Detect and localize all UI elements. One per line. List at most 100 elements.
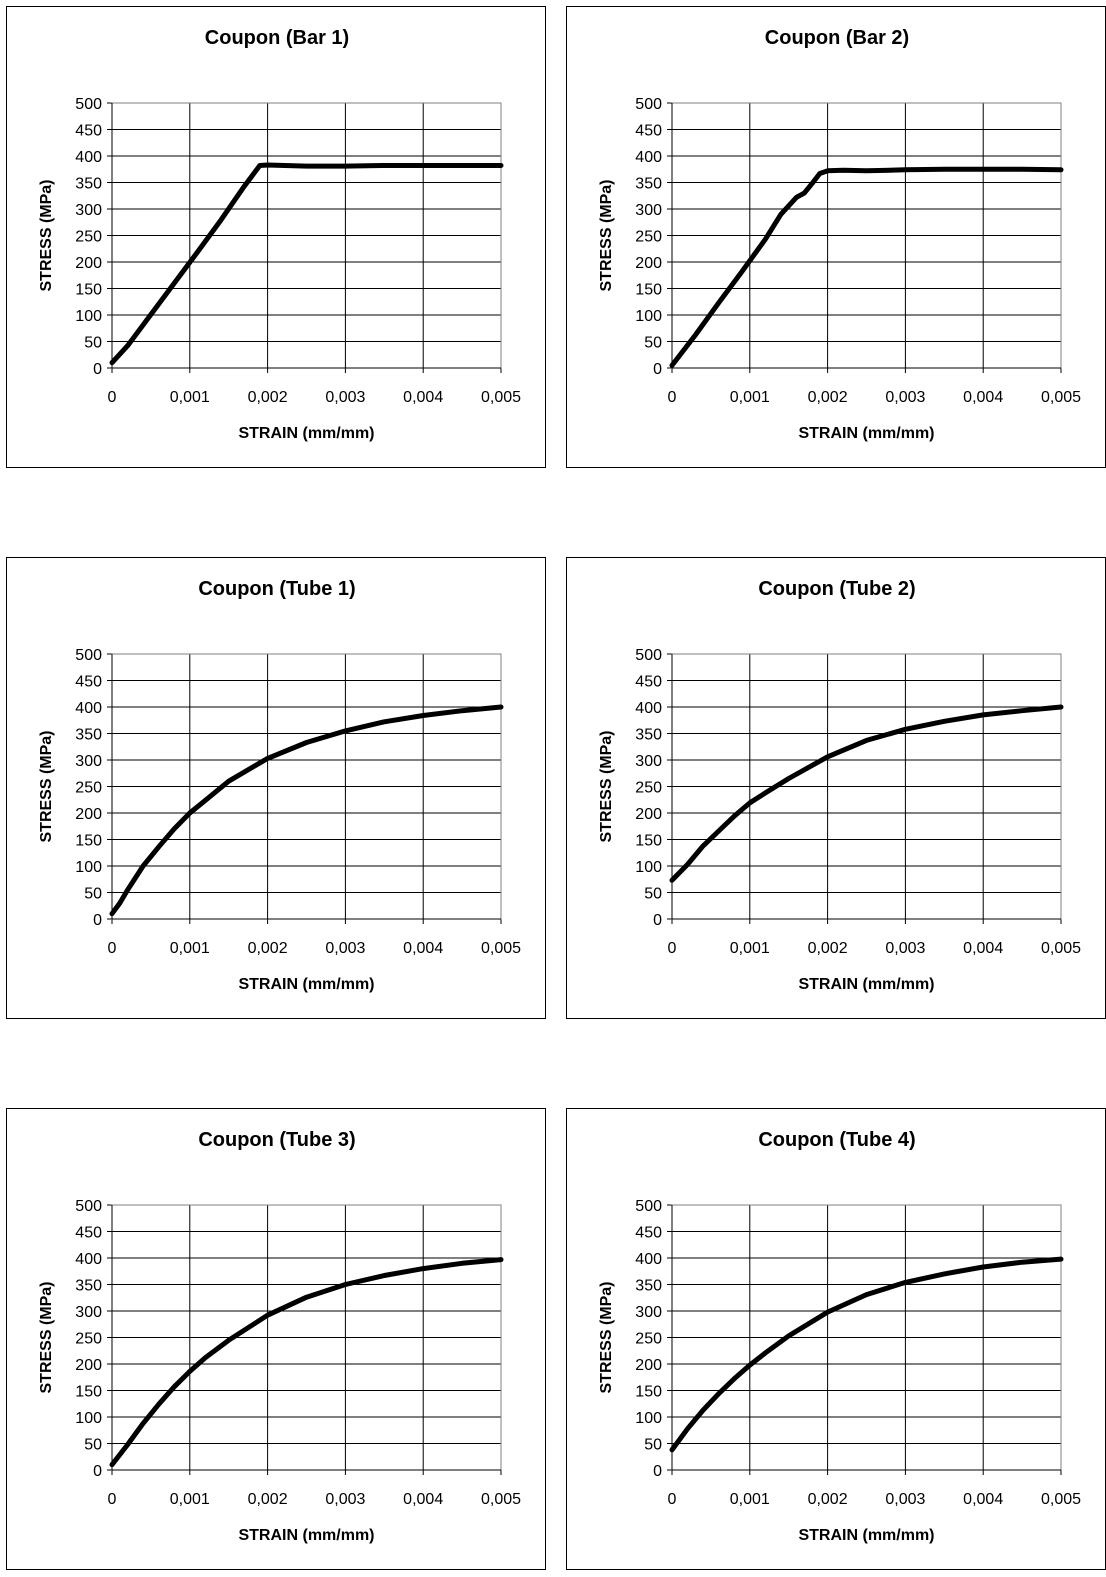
chart-title: Coupon (Tube 2) [758,578,915,600]
y-tick-label: 350 [75,727,102,744]
x-tick-label: 0,003 [325,389,365,406]
y-tick-label: 50 [644,335,662,352]
y-tick-label: 0 [653,912,662,929]
x-tick-label: 0,003 [885,1491,925,1508]
x-tick-label: 0,005 [481,940,521,957]
y-axis-label: STRESS (MPa) [598,179,615,291]
y-tick-label: 150 [75,1384,102,1401]
x-tick-label: 0,002 [808,389,848,406]
y-tick-label: 200 [635,1357,662,1374]
y-tick-label: 50 [84,886,102,903]
x-tick-label: 0,002 [808,1491,848,1508]
x-tick-label: 0,005 [1041,940,1081,957]
y-tick-label: 450 [75,123,102,140]
y-tick-label: 350 [75,176,102,193]
y-tick-label: 300 [635,202,662,219]
y-axis-label: STRESS (MPa) [598,730,615,842]
chart-svg: Coupon (Tube 4) 0 50 100 150 200 250 300 350 400 4… [598,1129,1081,1544]
y-axis-label: STRESS (MPa) [38,1281,55,1393]
chart-panel-tube-2: Coupon (Tube 2) 0 50 100 150 200 250 300 350 400 4… [566,557,1106,1019]
x-axis-label: STRAIN (mm/mm) [798,976,934,993]
x-tick-label: 0 [668,389,677,406]
series-line [109,704,504,917]
chart-panel-tube-4: Coupon (Tube 4) 0 50 100 150 200 250 300 350 400 4… [566,1108,1106,1570]
y-tick-label: 500 [635,647,662,664]
chart-svg: Coupon (Bar 2) 0 50 100 150 200 250 300 350 400 45… [598,27,1081,442]
series-line [109,1257,504,1468]
y-tick-label: 0 [93,1463,102,1480]
x-tick-label: 0,002 [808,940,848,957]
chart-svg: Coupon (Bar 1) 0 50 100 150 200 250 300 350 400 45… [38,27,521,442]
y-tick-label: 250 [75,780,102,797]
x-tick-label: 0,003 [325,1491,365,1508]
y-tick-label: 250 [635,780,662,797]
y-tick-label: 350 [635,727,662,744]
y-tick-label: 450 [75,674,102,691]
y-tick-label: 200 [635,255,662,272]
y-tick-label: 450 [635,1225,662,1242]
chart-svg: Coupon (Tube 1) 0 50 100 150 200 250 300 350 400 4… [38,578,521,993]
y-tick-label: 50 [84,1437,102,1454]
y-tick-label: 400 [635,700,662,717]
y-axis-label: STRESS (MPa) [598,1281,615,1393]
y-tick-label: 450 [635,674,662,691]
y-tick-label: 500 [75,1198,102,1215]
x-tick-label: 0,003 [325,940,365,957]
y-tick-label: 300 [75,753,102,770]
x-tick-label: 0,001 [730,389,770,406]
y-tick-label: 400 [635,1251,662,1268]
y-tick-label: 100 [75,308,102,325]
y-tick-label: 150 [75,833,102,850]
x-tick-label: 0,005 [481,1491,521,1508]
x-tick-label: 0 [668,1491,677,1508]
x-tick-label: 0,004 [403,1491,443,1508]
x-tick-label: 0,003 [885,389,925,406]
x-tick-label: 0,001 [170,940,210,957]
y-tick-label: 500 [75,96,102,113]
x-tick-label: 0 [668,940,677,957]
x-tick-label: 0,002 [248,940,288,957]
x-tick-label: 0 [108,389,117,406]
y-tick-label: 150 [635,282,662,299]
y-tick-label: 50 [644,886,662,903]
y-tick-label: 100 [75,1410,102,1427]
chart-title: Coupon (Bar 2) [765,27,909,49]
x-tick-label: 0,004 [963,940,1003,957]
y-tick-label: 100 [635,1410,662,1427]
y-tick-label: 250 [75,229,102,246]
y-tick-label: 200 [75,255,102,272]
x-tick-label: 0,002 [248,1491,288,1508]
y-tick-label: 350 [635,1278,662,1295]
y-tick-label: 400 [75,700,102,717]
y-tick-label: 100 [75,859,102,876]
y-tick-label: 300 [635,753,662,770]
x-tick-label: 0,005 [1041,389,1081,406]
x-tick-label: 0 [108,1491,117,1508]
chart-panel-tube-3: Coupon (Tube 3) 0 50 100 150 200 250 300 350 400 4… [6,1108,546,1570]
y-tick-label: 300 [75,1304,102,1321]
y-tick-label: 150 [635,1384,662,1401]
y-tick-label: 0 [93,361,102,378]
y-tick-label: 500 [75,647,102,664]
chart-title: Coupon (Tube 3) [198,1129,355,1151]
y-tick-label: 450 [635,123,662,140]
y-tick-label: 0 [653,361,662,378]
y-tick-label: 50 [84,335,102,352]
series-line [109,162,504,366]
x-tick-label: 0,004 [403,389,443,406]
x-tick-label: 0,004 [963,389,1003,406]
x-tick-label: 0,001 [170,389,210,406]
y-tick-label: 400 [75,1251,102,1268]
x-axis-label: STRAIN (mm/mm) [238,1527,374,1544]
y-tick-label: 300 [635,1304,662,1321]
chart-panel-tube-1: Coupon (Tube 1) 0 50 100 150 200 250 300 350 400 4… [6,557,546,1019]
x-axis-label: STRAIN (mm/mm) [798,1527,934,1544]
y-tick-label: 250 [75,1331,102,1348]
y-tick-label: 200 [75,1357,102,1374]
y-axis-label: STRESS (MPa) [38,730,55,842]
y-tick-label: 200 [635,806,662,823]
x-tick-label: 0,001 [730,940,770,957]
x-tick-label: 0,002 [248,389,288,406]
y-tick-label: 400 [75,149,102,166]
chart-title: Coupon (Tube 4) [758,1129,915,1151]
